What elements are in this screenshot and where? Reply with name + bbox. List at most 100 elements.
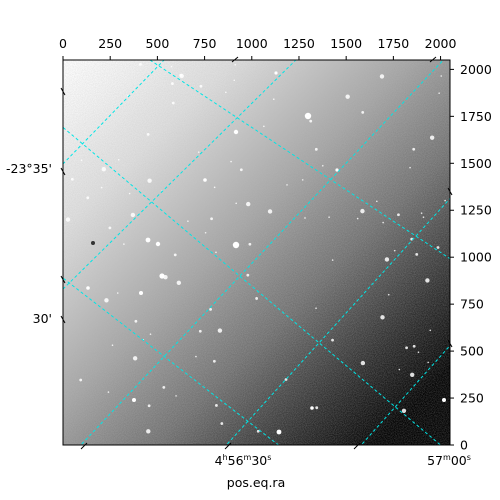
star — [234, 63, 237, 66]
star — [440, 75, 443, 77]
top-tick-label-1500: 1500 — [330, 36, 362, 51]
star — [239, 168, 243, 172]
star — [132, 398, 136, 402]
star — [314, 147, 318, 151]
dec-tick-marks — [60, 87, 453, 348]
star — [187, 220, 189, 222]
grid-line-4 — [80, 60, 444, 445]
top-tick-label-1250: 1250 — [283, 36, 315, 51]
star — [436, 246, 440, 249]
star — [212, 359, 216, 363]
star — [397, 213, 400, 217]
top-tick-label-1000: 1000 — [236, 36, 268, 51]
star — [162, 385, 166, 389]
star — [220, 422, 224, 425]
star — [331, 338, 334, 342]
star — [139, 62, 142, 66]
star — [225, 91, 227, 94]
star — [274, 71, 278, 75]
star — [111, 344, 114, 347]
star — [301, 179, 304, 181]
ra-tick-marks — [80, 56, 437, 450]
star — [197, 151, 200, 153]
star — [384, 257, 390, 262]
star — [360, 208, 365, 214]
star — [263, 125, 265, 128]
star — [213, 186, 216, 189]
grid-line-3 — [149, 60, 450, 260]
star — [272, 98, 275, 100]
star — [175, 395, 177, 397]
star — [149, 333, 152, 335]
star — [376, 200, 378, 203]
star — [179, 73, 184, 79]
right-pixel-axis: 0 250 500 750 1000 1250 1500 1750 2000 — [450, 62, 492, 453]
star — [80, 159, 83, 162]
star — [420, 212, 423, 214]
right-tick-label-1500: 1500 — [460, 156, 492, 171]
star — [176, 280, 182, 286]
star — [209, 307, 212, 311]
top-tick-label-1750: 1750 — [377, 36, 409, 51]
star — [248, 242, 252, 246]
star — [146, 132, 150, 136]
star — [116, 292, 119, 294]
dec-tick-labels: -23°35' 30' — [6, 161, 52, 326]
star — [246, 273, 250, 277]
star — [304, 112, 312, 120]
right-tick-label-750: 750 — [460, 297, 484, 312]
star — [139, 291, 143, 295]
star — [267, 209, 273, 214]
star — [108, 226, 112, 230]
star — [310, 406, 314, 410]
star — [315, 307, 317, 309]
star — [173, 253, 177, 257]
star — [70, 177, 74, 181]
star — [321, 164, 324, 167]
star — [361, 111, 365, 114]
right-tick-label-2000: 2000 — [460, 62, 492, 77]
star — [398, 368, 401, 371]
image-noise — [63, 60, 450, 445]
star — [409, 166, 411, 169]
star — [104, 298, 109, 303]
right-tick-label-0: 0 — [460, 438, 468, 453]
star — [171, 82, 174, 85]
right-tick-label-1000: 1000 — [460, 250, 492, 265]
star — [100, 186, 103, 189]
image-area — [63, 60, 450, 445]
star — [415, 252, 419, 256]
star — [199, 84, 203, 88]
star — [230, 160, 232, 163]
star — [417, 351, 420, 354]
star — [233, 129, 239, 135]
star — [309, 119, 313, 123]
star — [405, 346, 408, 350]
grid-line-1 — [63, 60, 297, 290]
grid-line-2 — [63, 126, 442, 445]
plot-frame — [62, 59, 451, 446]
x-axis-label: pos.eq.ra — [227, 475, 285, 490]
star — [331, 259, 334, 261]
star — [86, 286, 90, 290]
star — [412, 147, 416, 151]
star — [79, 378, 83, 382]
star — [198, 329, 202, 333]
star — [171, 101, 175, 105]
star — [425, 278, 430, 283]
star — [335, 168, 339, 172]
star — [315, 406, 319, 410]
star — [427, 361, 429, 364]
ra-label-57m00s: 57m00s — [427, 453, 471, 468]
right-tick-label-1750: 1750 — [460, 109, 492, 124]
star — [401, 408, 407, 413]
grid-line-0 — [63, 60, 165, 165]
star — [393, 249, 396, 252]
star — [438, 92, 440, 94]
star — [304, 217, 306, 219]
top-tick-label-0: 0 — [59, 36, 67, 51]
star — [147, 404, 151, 408]
star — [410, 372, 415, 377]
star — [255, 297, 259, 300]
